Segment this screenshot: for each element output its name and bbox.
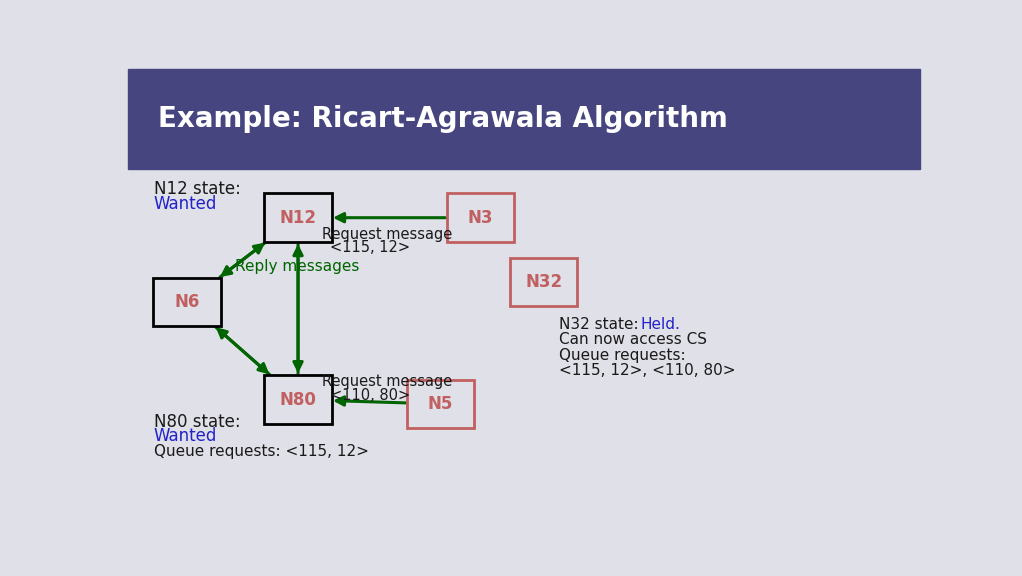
FancyBboxPatch shape xyxy=(128,69,920,169)
Text: Request message: Request message xyxy=(322,226,452,241)
Text: <110, 80>: <110, 80> xyxy=(330,388,410,403)
Text: Queue requests: <115, 12>: Queue requests: <115, 12> xyxy=(154,444,369,459)
Text: Held.: Held. xyxy=(641,317,681,332)
FancyBboxPatch shape xyxy=(407,380,474,429)
Text: N80 state:: N80 state: xyxy=(154,413,240,431)
Text: Can now access CS: Can now access CS xyxy=(559,332,707,347)
FancyBboxPatch shape xyxy=(265,194,332,242)
Text: N6: N6 xyxy=(175,293,200,311)
Text: Wanted: Wanted xyxy=(154,427,218,445)
Text: <115, 12>: <115, 12> xyxy=(330,240,410,255)
Text: <115, 12>, <110, 80>: <115, 12>, <110, 80> xyxy=(559,363,736,378)
FancyBboxPatch shape xyxy=(265,375,332,424)
Text: N5: N5 xyxy=(428,395,454,413)
Text: N12 state:: N12 state: xyxy=(154,180,241,198)
Text: Queue requests:: Queue requests: xyxy=(559,348,686,363)
Text: N12: N12 xyxy=(280,209,317,227)
Text: Request message: Request message xyxy=(322,374,452,389)
FancyBboxPatch shape xyxy=(153,278,221,327)
Text: N80: N80 xyxy=(280,391,317,408)
FancyBboxPatch shape xyxy=(447,194,514,242)
FancyBboxPatch shape xyxy=(510,257,577,306)
Text: Example: Ricart-Agrawala Algorithm: Example: Ricart-Agrawala Algorithm xyxy=(157,105,728,133)
Text: Wanted: Wanted xyxy=(154,195,218,213)
Text: Reply messages: Reply messages xyxy=(235,259,359,274)
Text: N32 state:: N32 state: xyxy=(559,317,644,332)
Text: N3: N3 xyxy=(467,209,493,227)
Text: N32: N32 xyxy=(525,273,562,291)
